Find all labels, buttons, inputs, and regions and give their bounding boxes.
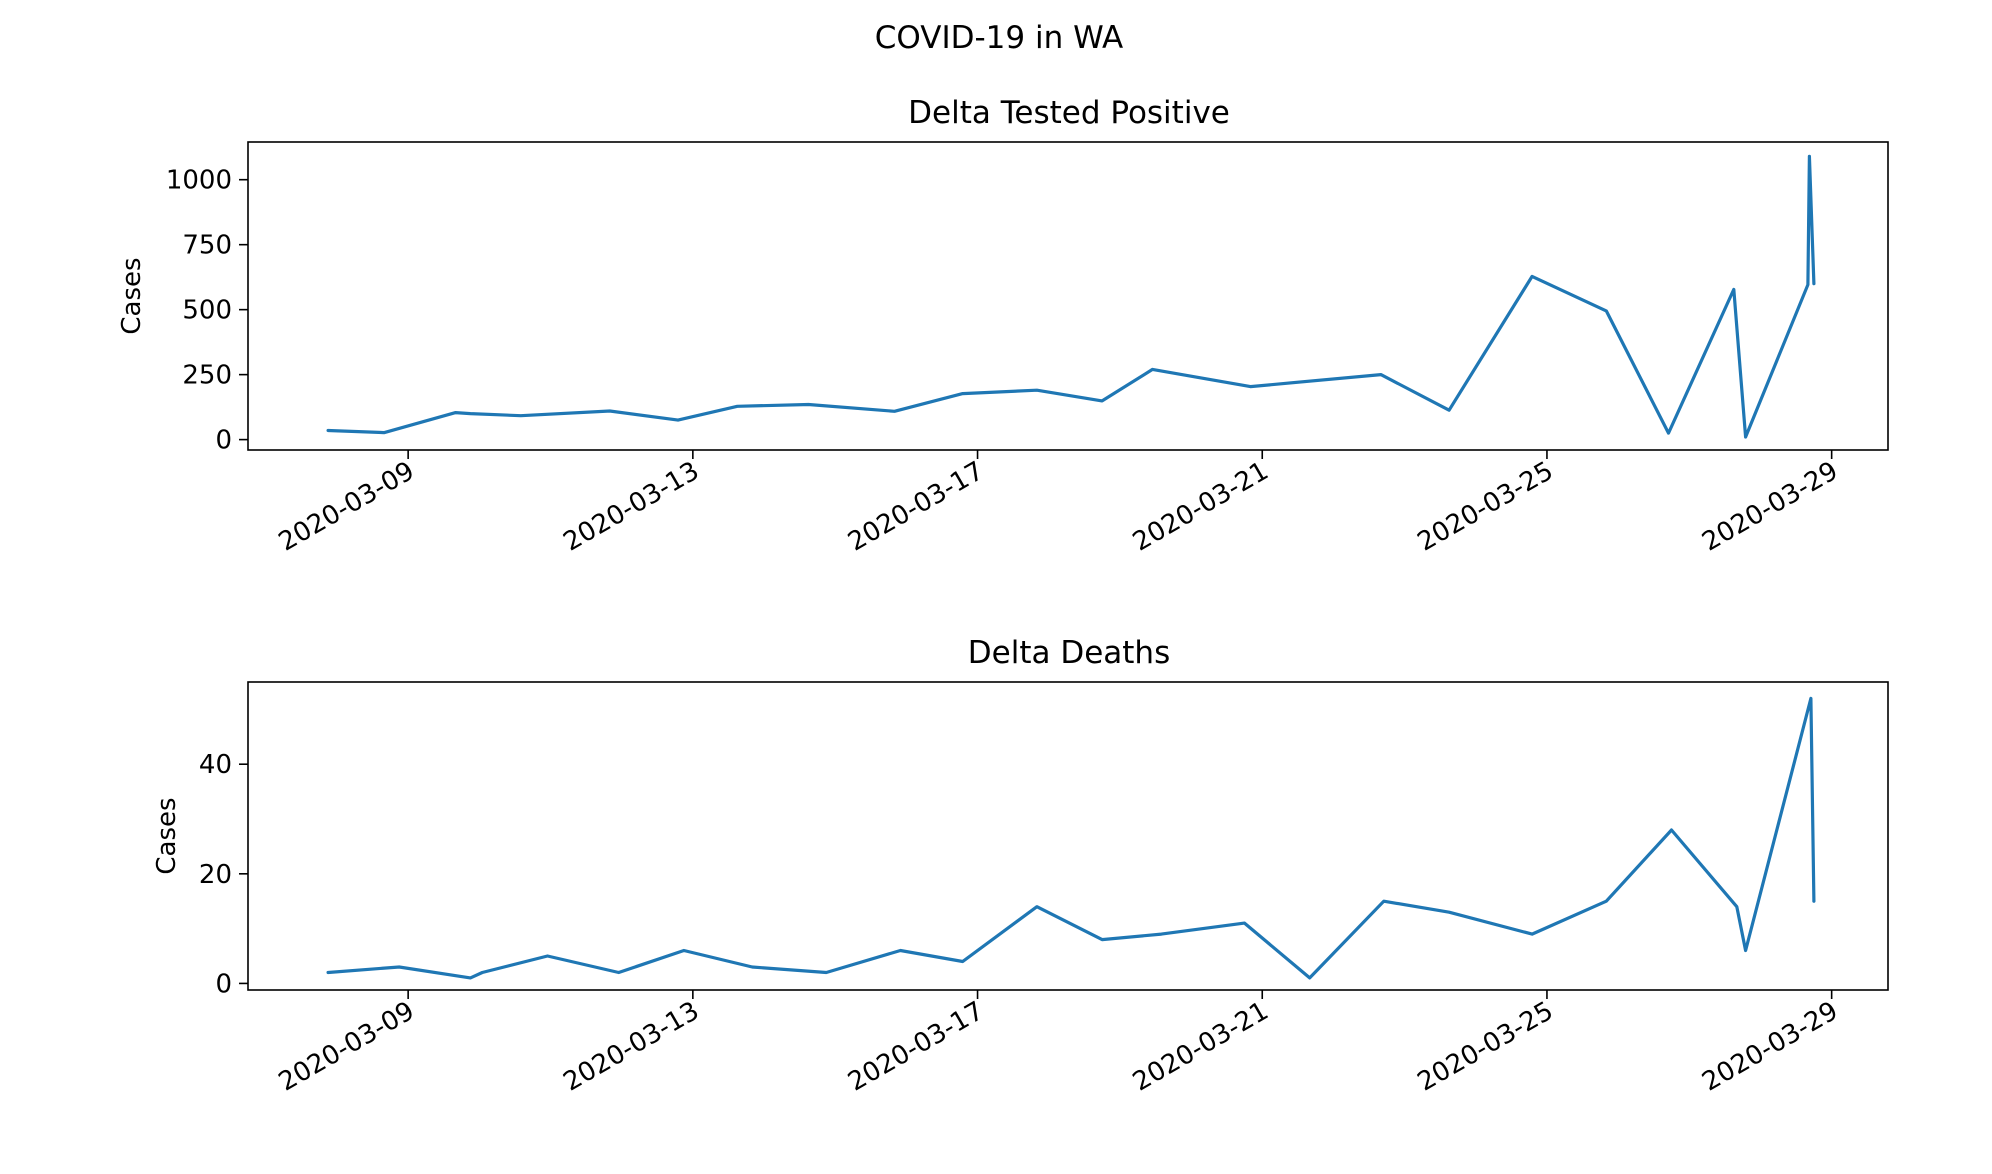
x-tick-label: 2020-03-21 bbox=[1128, 456, 1274, 558]
subplot-title-tested-positive: Delta Tested Positive bbox=[908, 95, 1230, 131]
y-tick-label: 0 bbox=[215, 969, 232, 999]
figure-suptitle: COVID-19 in WA bbox=[875, 20, 1123, 56]
y-tick-label: 250 bbox=[182, 361, 232, 391]
x-tick-label: 2020-03-13 bbox=[558, 996, 704, 1098]
x-tick-label: 2020-03-25 bbox=[1413, 456, 1559, 558]
series-line-tested-positive bbox=[326, 154, 1816, 439]
x-tick-label: 2020-03-17 bbox=[843, 996, 989, 1098]
subplot-title-deaths: Delta Deaths bbox=[968, 635, 1170, 671]
axis-ticks-tested-positive: 2020-03-09 2020-03-13 2020-03-17 2020-03-21… bbox=[166, 166, 1843, 558]
plot-frame-tested-positive bbox=[247, 141, 1889, 451]
y-tick-label: 0 bbox=[215, 426, 232, 456]
x-tick-label: 2020-03-13 bbox=[558, 456, 704, 558]
ylabel-deaths: Cases bbox=[152, 797, 182, 874]
x-tick-label: 2020-03-29 bbox=[1697, 456, 1843, 558]
axis-ticks-deaths: 2020-03-09 2020-03-13 2020-03-17 2020-03-21… bbox=[199, 750, 1843, 1097]
y-tick-label: 1000 bbox=[166, 166, 232, 196]
y-tick-label: 750 bbox=[182, 231, 232, 261]
subplot-delta-deaths: Delta Deaths Cases 2020-03-09 2020-03-13 2… bbox=[152, 635, 1889, 1098]
plot-frame-deaths bbox=[247, 681, 1889, 991]
x-tick-label: 2020-03-21 bbox=[1128, 996, 1274, 1098]
x-tick-label: 2020-03-09 bbox=[274, 996, 420, 1098]
series-line-deaths bbox=[326, 696, 1816, 980]
ylabel-tested-positive: Cases bbox=[117, 257, 147, 334]
x-tick-label: 2020-03-29 bbox=[1697, 996, 1843, 1098]
x-tick-label: 2020-03-17 bbox=[843, 456, 989, 558]
x-tick-label: 2020-03-09 bbox=[274, 456, 420, 558]
subplot-delta-tested-positive: Delta Tested Positive Cases 2020-03-09 20… bbox=[117, 95, 1889, 558]
y-tick-label: 40 bbox=[199, 750, 232, 780]
x-tick-label: 2020-03-25 bbox=[1413, 996, 1559, 1098]
y-tick-label: 20 bbox=[199, 860, 232, 890]
y-tick-label: 500 bbox=[182, 296, 232, 326]
